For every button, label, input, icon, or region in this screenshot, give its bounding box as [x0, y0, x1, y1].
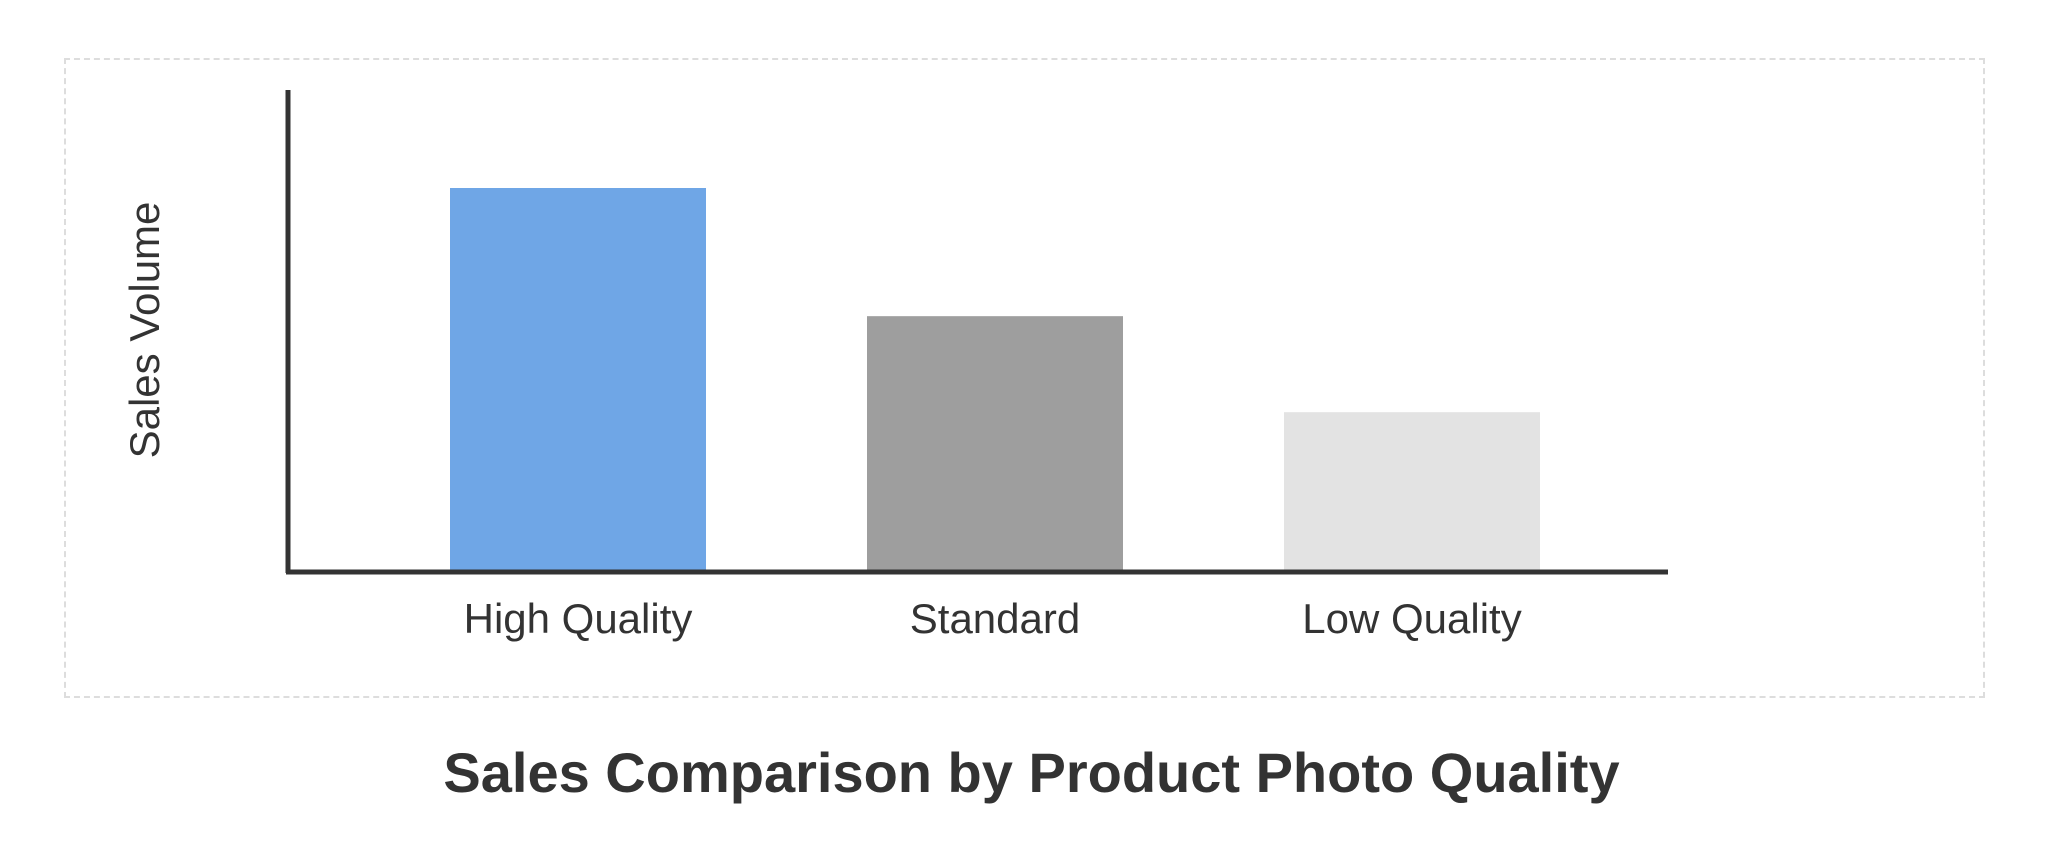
- bar-high-quality: [450, 188, 706, 572]
- bar-standard: [867, 316, 1123, 572]
- x-tick-label: Low Quality: [1302, 595, 1521, 642]
- bars-group: [450, 188, 1540, 572]
- x-tick-labels: High Quality Standard Low Quality: [464, 595, 1522, 642]
- chart-title: Sales Comparison by Product Photo Qualit…: [443, 741, 1620, 804]
- x-tick-label: High Quality: [464, 595, 693, 642]
- y-axis-label: Sales Volume: [121, 201, 168, 459]
- chart-frame: [64, 58, 1985, 698]
- bar-low-quality: [1284, 412, 1540, 572]
- x-tick-label: Standard: [910, 595, 1080, 642]
